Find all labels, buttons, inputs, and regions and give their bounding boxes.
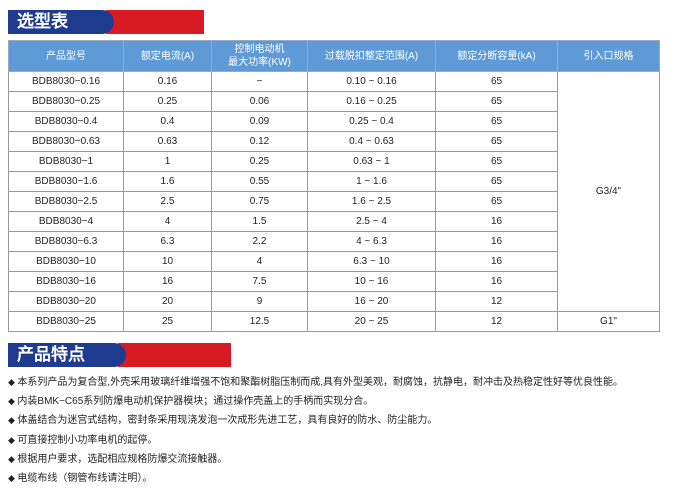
table-cell: − (211, 71, 308, 92)
header-breaking-capacity: 额定分断容量(kA) (435, 40, 558, 72)
table-cell: 0.12 (211, 131, 308, 152)
entry-spec-cell: G1" (557, 311, 660, 332)
table-cell: BDB8030−2.5 (8, 191, 124, 212)
table-cell: 65 (435, 191, 558, 212)
table-cell: BDB8030−0.4 (8, 111, 124, 132)
table-cell: 0.63 (123, 131, 212, 152)
table-cell: 9 (211, 291, 308, 312)
table-cell: 4 (211, 251, 308, 272)
table-cell: 25 (123, 311, 212, 332)
table-cell: 6.3 (123, 231, 212, 252)
header-entry-spec: 引入口规格 (557, 40, 660, 72)
table-cell: 1 ~ 1.6 (307, 171, 436, 192)
table-cell: 65 (435, 131, 558, 152)
feature-list: 本系列产品为复合型,外壳采用玻璃纤维增强不饱和聚酯树脂压制而成,具有外型美观，耐… (8, 373, 623, 488)
table-row: BDB8030−16 16 7.5 10 ~ 16 16 (8, 271, 660, 292)
section-banner-selection: 选型表 (8, 10, 204, 34)
table-cell: 7.5 (211, 271, 308, 292)
table-cell: 12.5 (211, 311, 308, 332)
table-cell: 0.06 (211, 91, 308, 112)
table-cell: 65 (435, 171, 558, 192)
section-title: 选型表 (8, 10, 114, 34)
table-cell: 65 (435, 151, 558, 172)
header-max-power: 控制电动机最大功率(KW) (211, 40, 308, 72)
table-cell: 0.4 ~ 0.63 (307, 131, 436, 152)
table-cell: 16 (435, 211, 558, 232)
table-cell: BDB8030−25 (8, 311, 124, 332)
table-cell: 10 (123, 251, 212, 272)
entry-spec-cell: G3/4" (557, 71, 660, 312)
table-cell: 0.16 (123, 71, 212, 92)
table-cell: 0.16 ~ 0.25 (307, 91, 436, 112)
table-row: BDB8030−25 25 12.5 20 ~ 25 12 G1" (8, 311, 660, 332)
header-overload-range: 过载脱扣整定范围(A) (307, 40, 436, 72)
header-model: 产品型号 (8, 40, 124, 72)
table-cell: BDB8030−0.25 (8, 91, 124, 112)
table-row: BDB8030−4 4 1.5 2.5 ~ 4 16 (8, 211, 660, 232)
table-cell: 2.5 ~ 4 (307, 211, 436, 232)
table-header-row: 产品型号 额定电流(A) 控制电动机最大功率(KW) 过载脱扣整定范围(A) 额… (8, 40, 660, 72)
feature-item: 本系列产品为复合型,外壳采用玻璃纤维增强不饱和聚酯树脂压制而成,具有外型美观，耐… (8, 373, 623, 392)
table-cell: 16 (435, 231, 558, 252)
table-row: BDB8030−1.6 1.6 0.55 1 ~ 1.6 65 (8, 171, 660, 192)
table-cell: 0.25 ~ 0.4 (307, 111, 436, 132)
table-cell: BDB8030−0.16 (8, 71, 124, 92)
table-cell: 16 (435, 251, 558, 272)
table-cell: 0.63 ~ 1 (307, 151, 436, 172)
table-cell: 65 (435, 111, 558, 132)
table-cell: 4 (123, 211, 212, 232)
table-cell: BDB8030−6.3 (8, 231, 124, 252)
table-cell: 10 ~ 16 (307, 271, 436, 292)
selection-table: 产品型号 额定电流(A) 控制电动机最大功率(KW) 过载脱扣整定范围(A) 额… (8, 40, 660, 332)
feature-item: 体盖结合为迷宫式结构，密封条采用现浇发泡一次成形先进工艺，具有良好的防水、防尘能… (8, 411, 623, 430)
banner-red-stripe (106, 10, 204, 34)
feature-item: 根据用户要求，选配相应规格防爆交流接触器。 (8, 450, 623, 469)
table-cell: 65 (435, 91, 558, 112)
banner-red-stripe (118, 343, 231, 367)
header-power-line1: 控制电动机 (234, 44, 285, 55)
table-row: BDB8030−6.3 6.3 2.2 4 ~ 6.3 16 (8, 231, 660, 252)
header-power-line2: 最大功率(KW) (228, 57, 291, 68)
table-cell: 20 ~ 25 (307, 311, 436, 332)
table-cell: 1.5 (211, 211, 308, 232)
table-cell: 0.4 (123, 111, 212, 132)
table-row: BDB8030−1 1 0.25 0.63 ~ 1 65 (8, 151, 660, 172)
table-cell: 16 (123, 271, 212, 292)
feature-item: 电缆布线（钢管布线请注明）。 (8, 469, 623, 488)
table-cell: 0.09 (211, 111, 308, 132)
section-banner-features: 产品特点 (8, 343, 231, 367)
table-cell: 16 (435, 271, 558, 292)
feature-item: 内装BMK−C65系列防爆电动机保护器模块；通过操作壳盖上的手柄而实现分合。 (8, 392, 623, 411)
table-cell: 1.6 (123, 171, 212, 192)
table-cell: BDB8030−20 (8, 291, 124, 312)
table-row: BDB8030−0.16 0.16−0.10 ~ 0.16 65 G3/4" (8, 71, 660, 312)
table-cell: 12 (435, 311, 558, 332)
table-cell: 0.75 (211, 191, 308, 212)
table-cell: 6.3 ~ 10 (307, 251, 436, 272)
table-cell: 1 (123, 151, 212, 172)
header-rated-current: 额定电流(A) (123, 40, 212, 72)
table-cell: 4 ~ 6.3 (307, 231, 436, 252)
table-cell: 0.25 (211, 151, 308, 172)
table-cell: 16 ~ 20 (307, 291, 436, 312)
table-cell: 65 (435, 71, 558, 92)
table-cell: BDB8030−1.6 (8, 171, 124, 192)
table-cell: 1.6 ~ 2.5 (307, 191, 436, 212)
table-cell: BDB8030−1 (8, 151, 124, 172)
table-cell: BDB8030−4 (8, 211, 124, 232)
table-cell: 0.25 (123, 91, 212, 112)
table-cell: BDB8030−0.63 (8, 131, 124, 152)
table-cell: 0.10 ~ 0.16 (307, 71, 436, 92)
feature-item: 可直接控制小功率电机的起停。 (8, 431, 623, 450)
table-cell: 2.2 (211, 231, 308, 252)
table-cell: 0.55 (211, 171, 308, 192)
table-cell: 12 (435, 291, 558, 312)
table-cell: BDB8030−16 (8, 271, 124, 292)
table-row: BDB8030−0.25 0.25 0.06 0.16 ~ 0.25 65 (8, 91, 660, 112)
table-cell: 20 (123, 291, 212, 312)
section-title: 产品特点 (8, 343, 126, 367)
table-cell: BDB8030−10 (8, 251, 124, 272)
table-cell: 2.5 (123, 191, 212, 212)
